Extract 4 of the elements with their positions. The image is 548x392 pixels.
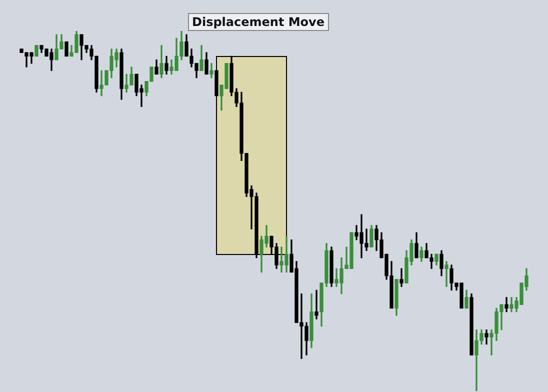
text: Displacement Move [188, 13, 329, 31]
candlestick [400, 268, 404, 287]
candlestick [314, 290, 318, 320]
candlestick [444, 261, 448, 287]
